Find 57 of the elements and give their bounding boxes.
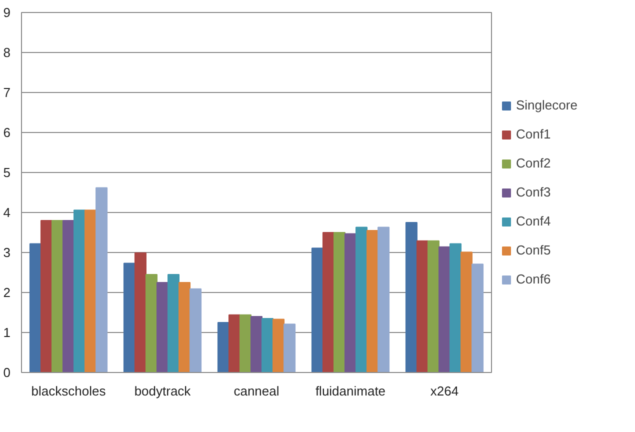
bar bbox=[250, 316, 263, 372]
x-tick-label: blackscholes bbox=[31, 384, 106, 398]
legend-label: Singlecore bbox=[516, 98, 578, 112]
bar bbox=[145, 274, 158, 372]
legend-label: Conf4 bbox=[516, 214, 551, 228]
y-tick-label: 0 bbox=[3, 365, 11, 380]
bar bbox=[344, 233, 357, 372]
legend-label: Conf2 bbox=[516, 156, 551, 170]
bar bbox=[284, 324, 296, 372]
bar bbox=[190, 288, 202, 372]
x-tick-label: x264 bbox=[430, 384, 459, 398]
y-tick-label: 4 bbox=[3, 205, 11, 220]
bar bbox=[416, 240, 428, 372]
bar bbox=[405, 222, 418, 372]
y-tick-label: 6 bbox=[3, 125, 11, 140]
bar bbox=[438, 246, 451, 372]
bar bbox=[272, 318, 285, 372]
bar bbox=[262, 318, 274, 372]
bar bbox=[51, 220, 64, 372]
bar bbox=[29, 243, 42, 372]
bar bbox=[356, 226, 368, 372]
bar bbox=[427, 240, 440, 372]
bar bbox=[322, 232, 334, 372]
x-tick-label: canneal bbox=[234, 384, 280, 398]
y-tick-label: 9 bbox=[3, 5, 11, 20]
y-tick-label: 1 bbox=[3, 325, 11, 340]
bar bbox=[62, 220, 75, 372]
bar bbox=[156, 282, 169, 372]
x-tick-label: bodytrack bbox=[134, 384, 192, 398]
y-tick-label: 3 bbox=[3, 245, 11, 260]
bar bbox=[366, 230, 379, 372]
bar bbox=[74, 210, 86, 372]
bar bbox=[123, 262, 136, 372]
bar bbox=[333, 232, 346, 372]
bar bbox=[178, 282, 191, 372]
bar bbox=[84, 210, 97, 372]
legend-label: Conf1 bbox=[516, 126, 551, 142]
bar bbox=[134, 252, 146, 372]
legend-label: Conf5 bbox=[516, 242, 551, 258]
bar bbox=[472, 264, 484, 372]
bar bbox=[239, 314, 252, 372]
bar bbox=[228, 314, 240, 372]
bar bbox=[96, 187, 108, 372]
bar bbox=[168, 274, 180, 372]
bar bbox=[460, 252, 473, 372]
bar bbox=[40, 220, 52, 372]
bar bbox=[450, 243, 462, 372]
legend-label: Conf6 bbox=[516, 272, 551, 286]
y-tick-label: 8 bbox=[3, 45, 11, 60]
y-tick-label: 2 bbox=[3, 285, 11, 300]
bar bbox=[217, 322, 230, 372]
x-tick-label: fluidanimate bbox=[315, 384, 386, 398]
bar bbox=[311, 248, 324, 372]
legend-label: Conf3 bbox=[516, 184, 551, 200]
y-tick-label: 7 bbox=[3, 85, 11, 100]
y-tick-label: 5 bbox=[3, 165, 11, 180]
bar bbox=[378, 226, 390, 372]
